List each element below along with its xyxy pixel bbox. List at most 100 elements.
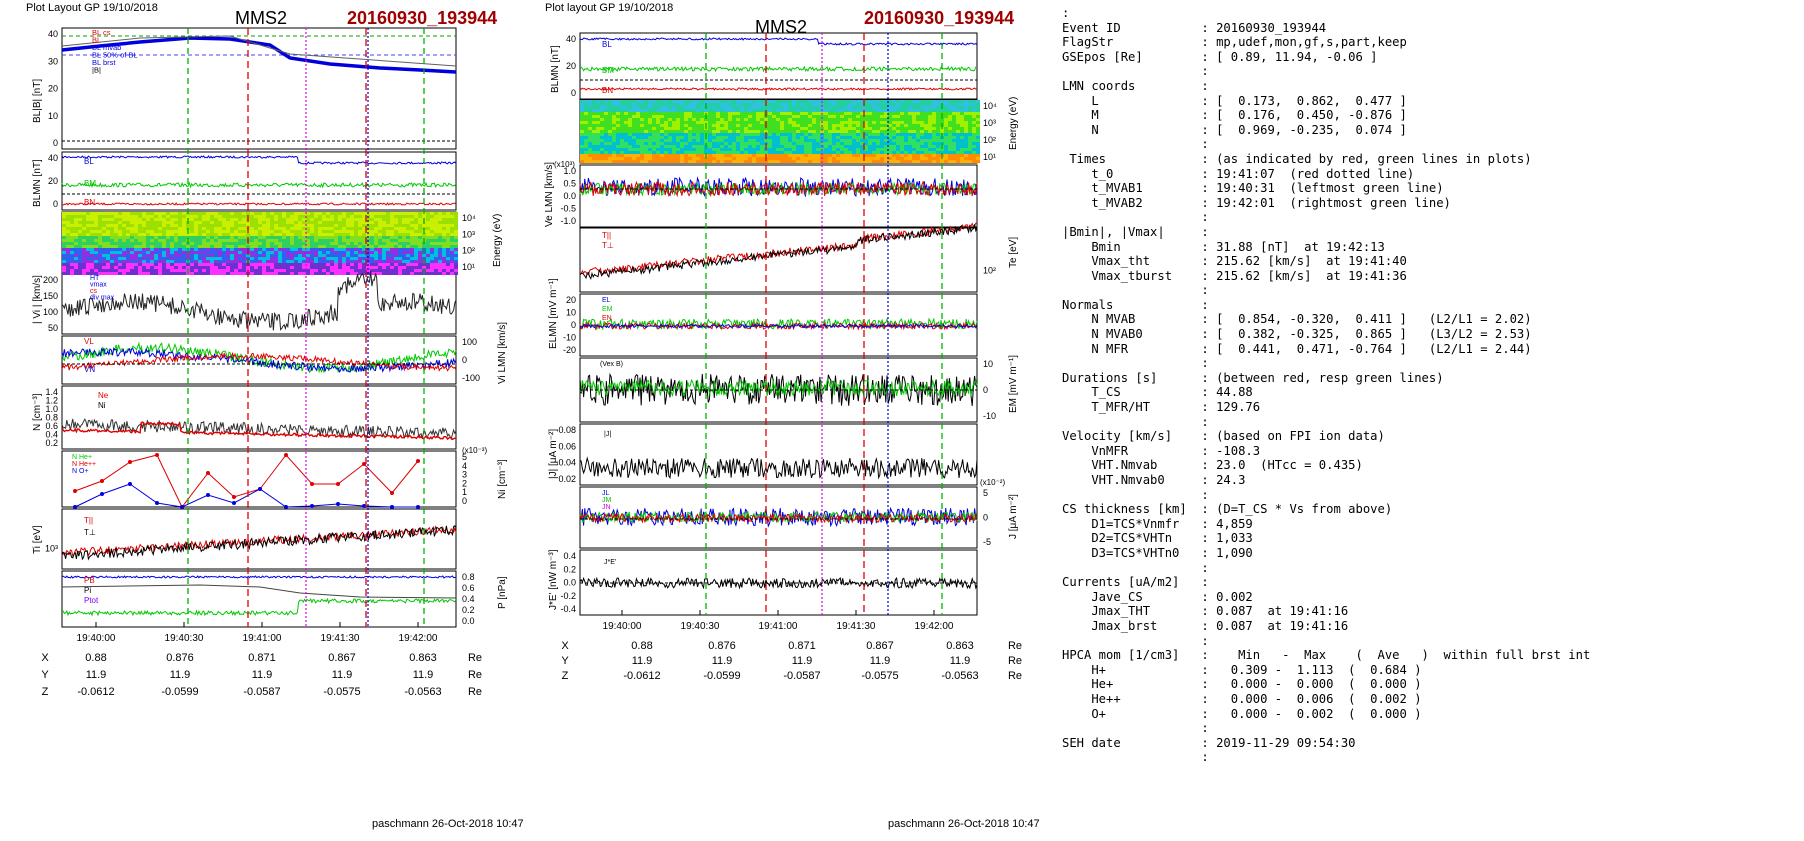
- spectrogram-cell: [908, 103, 912, 106]
- spectrogram-cell: [314, 218, 318, 221]
- spectrogram-cell: [126, 242, 130, 245]
- spectrogram-cell: [872, 124, 876, 127]
- spectrogram-cell: [202, 251, 206, 254]
- spectrogram-cell: [976, 133, 980, 136]
- spectrogram-cell: [872, 112, 876, 115]
- spectrogram-cell: [736, 106, 740, 109]
- spectrogram-cell: [688, 139, 692, 142]
- spectrogram-cell: [616, 121, 620, 124]
- spectrogram-cell: [976, 157, 980, 160]
- spectrogram-cell: [82, 233, 86, 236]
- spectrogram-cell: [924, 133, 928, 136]
- spectrogram-cell: [150, 215, 154, 218]
- spectrogram-cell: [138, 227, 142, 230]
- spectrogram-cell: [62, 233, 66, 236]
- spectrogram-cell: [270, 269, 274, 272]
- spectrogram-cell: [800, 124, 804, 127]
- spectrogram-cell: [378, 230, 382, 233]
- spectrogram-cell: [142, 230, 146, 233]
- spectrogram-cell: [202, 239, 206, 242]
- spectrogram-cell: [844, 103, 848, 106]
- spectrogram-cell: [394, 242, 398, 245]
- spectrogram-cell: [370, 269, 374, 272]
- spectrogram-cell: [226, 245, 230, 248]
- spectrogram-cell: [580, 139, 584, 142]
- spectrogram-cell: [406, 269, 410, 272]
- spectrogram-cell: [716, 142, 720, 145]
- bm-line: [61, 181, 457, 189]
- spectrogram-cell: [210, 254, 214, 257]
- spectrogram-cell: [414, 266, 418, 269]
- spectrogram-cell: [146, 218, 150, 221]
- spectrogram-cell: [254, 263, 258, 266]
- spectrogram-cell: [186, 266, 190, 269]
- spectrogram-cell: [242, 233, 246, 236]
- spectrogram-cell: [266, 263, 270, 266]
- spectrogram-cell: [310, 263, 314, 266]
- spectrogram-cell: [932, 145, 936, 148]
- coord-value: 0.88: [631, 640, 653, 652]
- spectrogram-cell: [290, 245, 294, 248]
- spectrogram-cell: [852, 133, 856, 136]
- left-panel-6-frame: [61, 385, 457, 450]
- spectrogram-cell: [130, 212, 134, 215]
- spectrogram-cell: [844, 145, 848, 148]
- spectrogram-cell: [624, 124, 628, 127]
- spectrogram-cell: [920, 145, 924, 148]
- spectrogram-cell: [246, 257, 250, 260]
- spectrogram-cell: [378, 254, 382, 257]
- info-line: D3=TCS*VHTn0 : 1,090: [1062, 545, 1253, 560]
- spectrogram-cell: [856, 115, 860, 118]
- spectrogram-cell: [752, 103, 756, 106]
- spectrogram-cell: [298, 230, 302, 233]
- b-magnitude-line: [61, 35, 457, 67]
- spectrogram-cell: [664, 151, 668, 154]
- spectrogram-cell: [744, 154, 748, 157]
- spectrogram-cell: [302, 251, 306, 254]
- spectrogram-cell: [692, 127, 696, 130]
- spectrogram-cell: [122, 254, 126, 257]
- spectrogram-cell: [306, 239, 310, 242]
- spectrogram-cell: [346, 263, 350, 266]
- n-oplus-point: [284, 505, 288, 509]
- spectrogram-cell: [760, 100, 764, 103]
- spectrogram-cell: [318, 236, 322, 239]
- spectrogram-cell: [724, 151, 728, 154]
- spectrogram-cell: [438, 260, 442, 263]
- spectrogram-cell: [724, 160, 728, 163]
- spectrogram-cell: [90, 263, 94, 266]
- spectrogram-cell: [600, 100, 604, 103]
- spectrogram-cell: [960, 130, 964, 133]
- spectrogram-cell: [454, 212, 458, 215]
- spectrogram-cell: [434, 266, 438, 269]
- spectrogram-cell: [342, 269, 346, 272]
- left-panel-8-frame: [61, 508, 457, 570]
- spectrogram-cell: [290, 269, 294, 272]
- spectrogram-cell: [620, 157, 624, 160]
- spectrogram-cell: [788, 148, 792, 151]
- spectrogram-cell: [796, 103, 800, 106]
- spectrogram-cell: [612, 154, 616, 157]
- spectrogram-cell: [222, 239, 226, 242]
- spectrogram-cell: [218, 242, 222, 245]
- spectrogram-cell: [174, 245, 178, 248]
- spectrogram-cell: [752, 112, 756, 115]
- spectrogram-cell: [612, 145, 616, 148]
- spectrogram-cell: [118, 221, 122, 224]
- spectrogram-cell: [632, 115, 636, 118]
- spectrogram-cell: [302, 257, 306, 260]
- spectrogram-cell: [310, 221, 314, 224]
- spectrogram-cell: [322, 227, 326, 230]
- spectrogram-cell: [876, 100, 880, 103]
- spectrogram-cell: [130, 245, 134, 248]
- spectrogram-cell: [912, 127, 916, 130]
- spectrogram-cell: [242, 230, 246, 233]
- spectrogram-cell: [880, 160, 884, 163]
- spectrogram-cell: [764, 118, 768, 121]
- spectrogram-cell: [434, 239, 438, 242]
- spectrogram-cell: [394, 248, 398, 251]
- spectrogram-cell: [660, 139, 664, 142]
- spectrogram-cell: [234, 236, 238, 239]
- spectrogram-cell: [596, 124, 600, 127]
- spectrogram-cell: [134, 251, 138, 254]
